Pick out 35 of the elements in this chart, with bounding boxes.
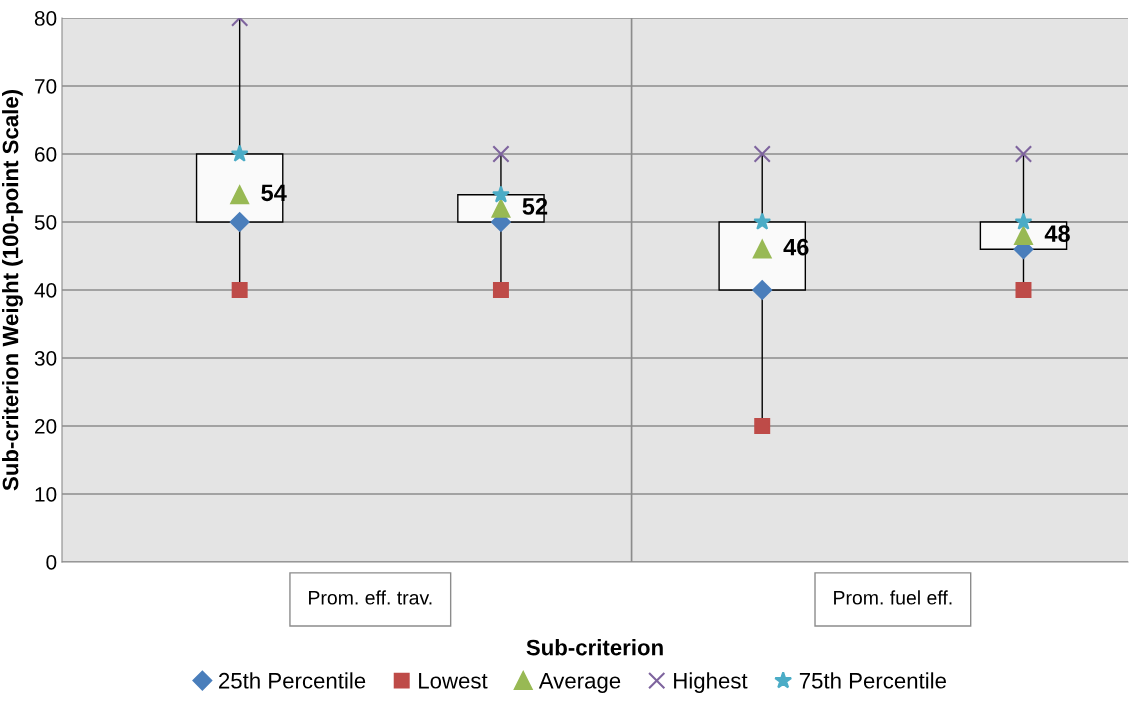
legend-label: Lowest: [419, 673, 488, 689]
point: [492, 282, 509, 298]
point: [230, 185, 250, 205]
point: [229, 212, 250, 232]
legend-label: 75th Percentile: [799, 672, 946, 689]
point: [1014, 226, 1033, 245]
y-axis-title: Sub-criterion Weight (100-point Scale): [2, 90, 23, 491]
legend-label: Highest: [674, 672, 748, 693]
point: [752, 239, 772, 259]
y-tick-label: 10: [35, 487, 57, 502]
y-tick-label: 50: [34, 215, 57, 230]
y-tick-label: 0: [46, 555, 57, 570]
point: [492, 145, 510, 163]
y-tick-label: 30: [34, 351, 57, 366]
legend-label: Average: [538, 673, 621, 693]
y-tick-label: 20: [35, 419, 57, 434]
point: [230, 144, 249, 162]
point: [1015, 282, 1032, 298]
point: [753, 212, 772, 230]
point: [1014, 145, 1033, 163]
y-tick-label: 40: [34, 283, 57, 298]
point: [231, 282, 248, 298]
legend-label: 25th Percentile: [219, 672, 366, 689]
y-tick-label: 60: [35, 147, 57, 162]
point: [752, 280, 773, 300]
text: Prom. fuel eff.: [834, 590, 952, 605]
y-tick-label: 70: [35, 79, 57, 94]
point: [491, 185, 510, 203]
point: [491, 199, 511, 218]
point: [1014, 212, 1033, 230]
point: [754, 418, 771, 434]
x-axis-title: Sub-criterion: [526, 639, 663, 656]
point: [753, 145, 771, 163]
y-tick-label: 80: [34, 11, 57, 26]
text: Prom. eff. trav.: [309, 590, 432, 605]
